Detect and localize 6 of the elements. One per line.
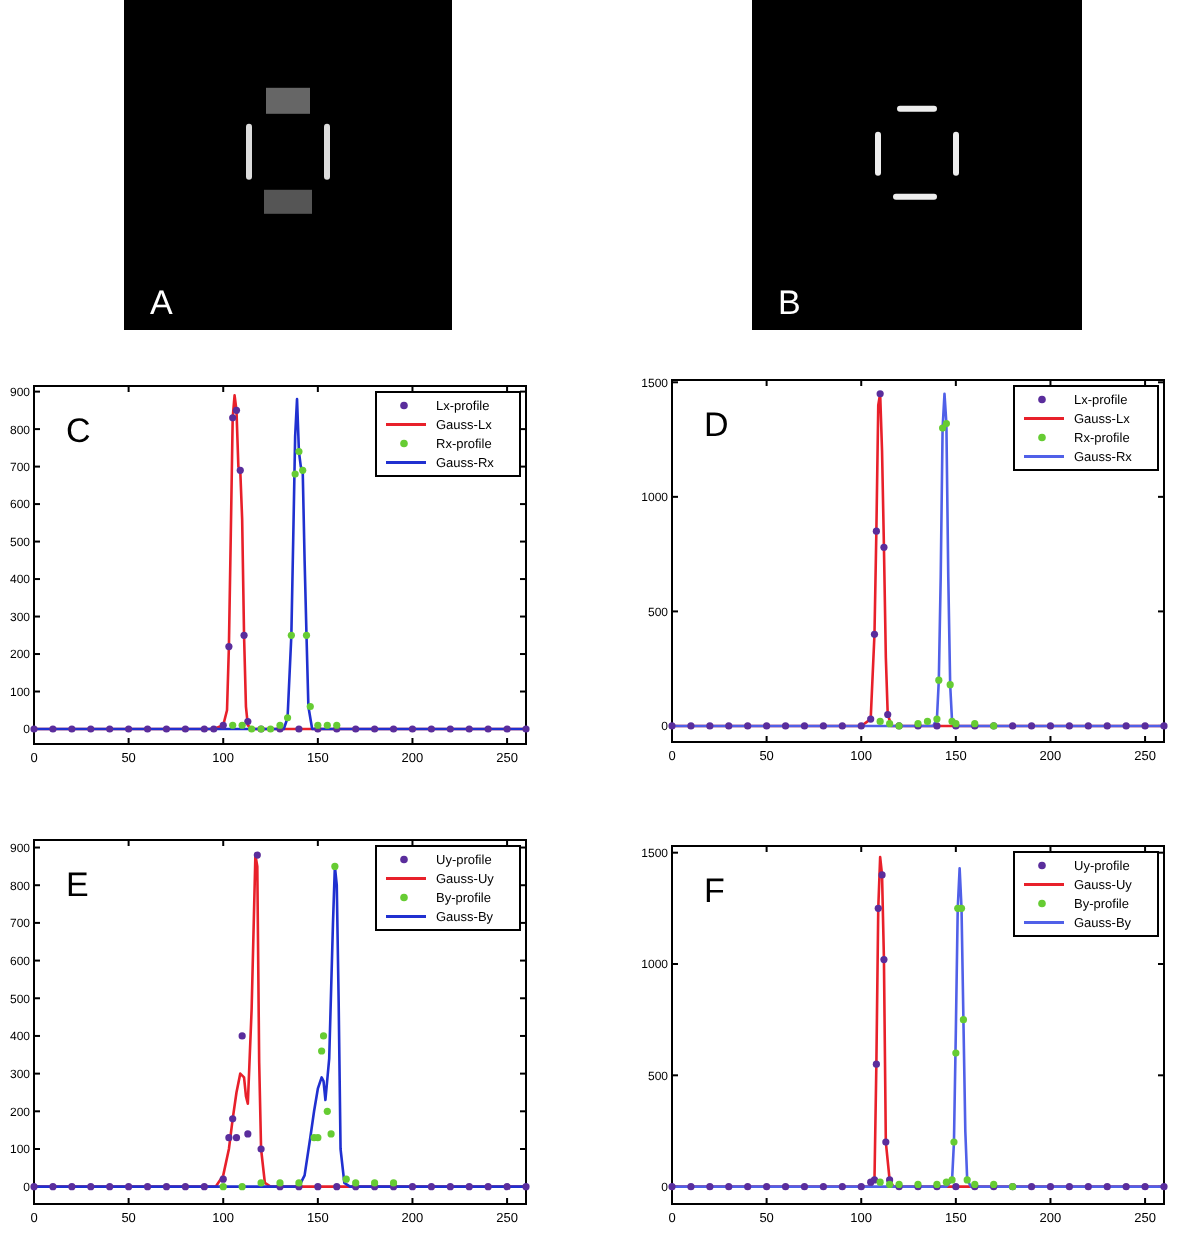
text: F [704, 872, 725, 910]
text: D [704, 406, 729, 444]
text: C [66, 412, 91, 450]
text: E [66, 866, 89, 904]
text: B [778, 284, 801, 322]
text: A [150, 284, 174, 322]
